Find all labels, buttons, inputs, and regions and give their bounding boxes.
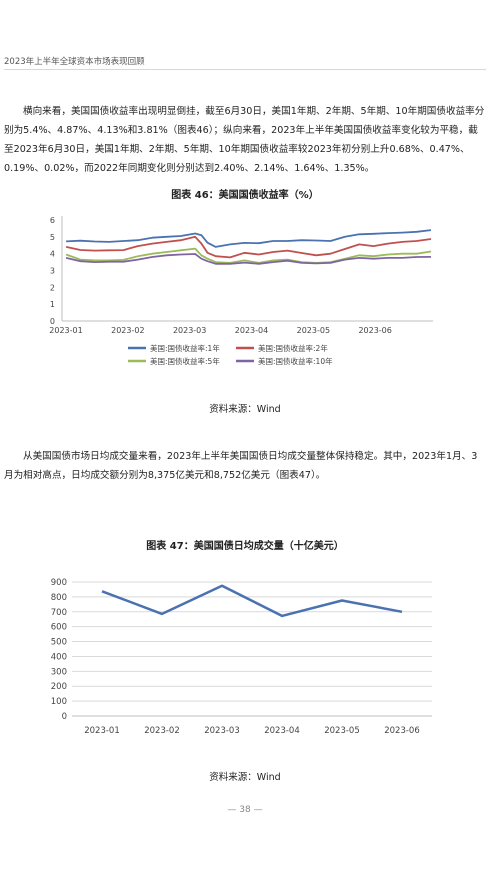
chart47-x-tick-label: 2023-05 — [324, 726, 360, 736]
chart46-x-tick-label: 2023-02 — [111, 326, 144, 335]
chart46: 0 1 2 3 4 5 6 2023-01 2023-02 2023-03 2023-04 2023-… — [49, 216, 433, 366]
paragraph-2-text: 从美国国债市场日均成交量来看，2023年上半年美国国债日均成交量整体保持稳定。其… — [4, 451, 478, 481]
chart47-y-tick-label: 300 — [51, 667, 67, 677]
chart46-title: 图表 46：美国国债收益率（%） — [171, 190, 319, 201]
chart47-y-tick-label: 600 — [51, 623, 67, 633]
page-number: — 38 — — [227, 805, 263, 815]
paragraph-1: 横向来看，美国国债收益率出现明显倒挂，截至6月30日，美国1年期、2年期、5年期… — [4, 102, 486, 178]
chart47-x-tick-label: 2023-06 — [384, 726, 420, 736]
chart46-series-line — [65, 253, 432, 265]
chart47: 0 100 200 300 400 500 600 700 800 900 2023-01 2023-… — [51, 578, 432, 736]
chart46-x-tick-label: 2023-04 — [235, 326, 268, 335]
chart47-series-line — [101, 584, 403, 618]
chart47-x-tick-label: 2023-01 — [84, 726, 120, 736]
chart46-y-tick-label: 1 — [50, 300, 55, 309]
chart46-y-tick-label: 3 — [50, 267, 55, 276]
chart46-x-tick-label: 2023-05 — [297, 326, 330, 335]
chart46-x-tick-label: 2023-01 — [49, 326, 82, 335]
chart46-legend-label: 美国:国债收益率:5年 — [150, 356, 220, 366]
paragraph-1-text: 横向来看，美国国债收益率出现明显倒挂，截至6月30日，美国1年期、2年期、5年期… — [4, 106, 485, 174]
chart46-series-line — [65, 235, 432, 259]
chart47-x-tick-label: 2023-03 — [204, 726, 240, 736]
chart46-x-tick-label: 2023-06 — [358, 326, 391, 335]
chart47-y-tick-label: 200 — [51, 682, 67, 692]
chart47-y-tick-label: 700 — [51, 608, 67, 618]
chart47-y-tick-label: 100 — [51, 697, 67, 707]
chart47-y-tick-label: 0 — [62, 712, 67, 722]
chart47-x-tick-label: 2023-04 — [264, 726, 300, 736]
chart46-series-line — [65, 247, 432, 264]
chart47-y-tick-label: 800 — [51, 593, 67, 603]
page-header: 2023年上半年全球资本市场表现回顾 — [4, 57, 145, 67]
chart47-y-tick-label: 500 — [51, 638, 67, 648]
chart46-y-tick-label: 5 — [50, 233, 55, 242]
chart46-y-tick-label: 4 — [50, 250, 55, 259]
chart46-x-tick-label: 2023-03 — [173, 326, 206, 335]
chart46-series-line — [66, 229, 432, 248]
chart47-y-tick-label: 400 — [51, 652, 67, 662]
chart46-y-tick-label: 0 — [50, 317, 55, 326]
chart47-y-tick-label: 900 — [51, 578, 67, 588]
chart46-legend-label: 美国:国债收益率:2年 — [258, 343, 328, 353]
chart47-x-tick-label: 2023-02 — [144, 726, 180, 736]
paragraph-2: 从美国国债市场日均成交量来看，2023年上半年美国国债日均成交量整体保持稳定。其… — [4, 447, 486, 485]
header-divider — [4, 69, 486, 70]
chart46-legend-label: 美国:国债收益率:1年 — [150, 343, 220, 353]
chart47-source: 资料来源：Wind — [209, 772, 281, 783]
chart46-y-tick-label: 2 — [50, 283, 55, 292]
chart46-source: 资料来源：Wind — [209, 404, 281, 415]
chart46-y-tick-label: 6 — [50, 216, 55, 225]
chart47-title: 图表 47：美国国债日均成交量（十亿美元） — [146, 541, 344, 552]
chart46-legend-label: 美国:国债收益率:10年 — [258, 356, 333, 366]
